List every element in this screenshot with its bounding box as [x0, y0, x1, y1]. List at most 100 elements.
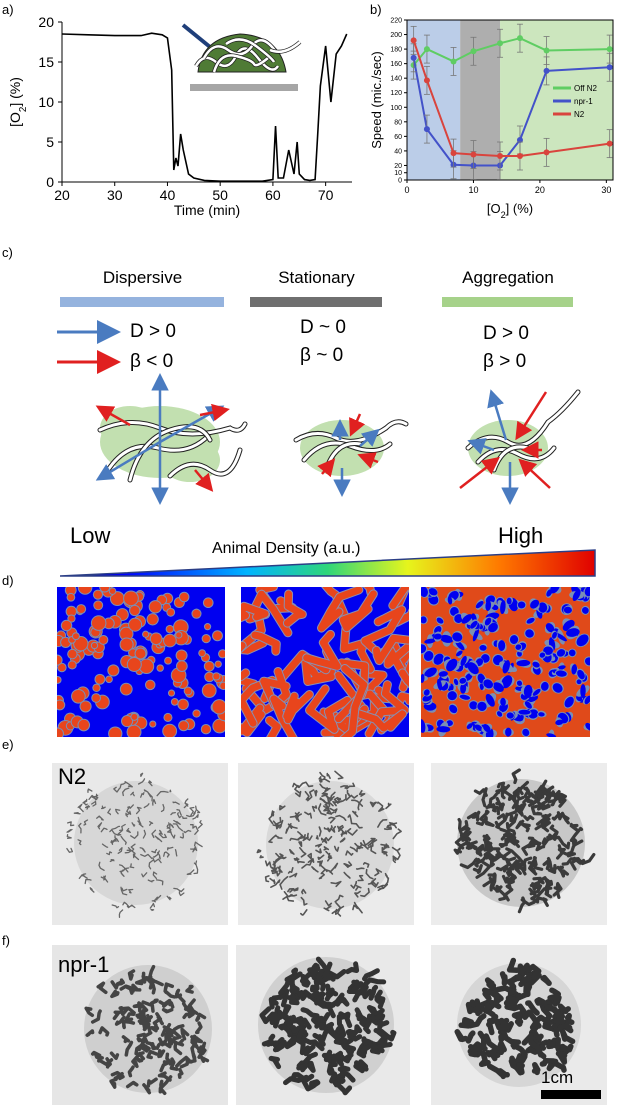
simulation-blob	[67, 593, 75, 601]
worm-track	[150, 1042, 156, 1051]
worm-track	[116, 978, 125, 986]
worm-track	[147, 879, 155, 883]
worm-track	[498, 835, 515, 847]
stationary-illustration	[293, 413, 409, 497]
panel-label-b: b)	[370, 2, 382, 17]
worm-track	[256, 849, 262, 854]
worm-track	[511, 799, 520, 810]
x-axis-title: Time (min)	[174, 202, 240, 218]
worm-track	[362, 977, 387, 987]
worm-track	[114, 1015, 126, 1026]
data-point	[497, 153, 504, 159]
worm-track	[134, 1056, 144, 1063]
worm-track	[522, 1009, 542, 1029]
worm-track	[146, 1049, 159, 1060]
worm-track	[169, 789, 172, 793]
scale-bar-label: 1cm	[541, 1068, 574, 1087]
worm-track	[355, 867, 365, 870]
simulation-blob	[68, 661, 76, 669]
simulation-hole	[501, 675, 513, 689]
scale-bar	[541, 1090, 601, 1099]
worm-track	[194, 1021, 203, 1035]
y-tick-label: 200	[390, 32, 402, 39]
aggregation-beta: β > 0	[483, 351, 527, 372]
x-tick-label: 60	[265, 187, 281, 203]
worm-track	[259, 855, 264, 859]
y-tick-label: 160	[390, 61, 402, 68]
worm-track	[294, 811, 302, 818]
worm-track	[334, 894, 344, 903]
worm-track	[120, 886, 128, 896]
worm-track	[515, 786, 525, 801]
worm-track	[149, 998, 159, 1005]
worm-track	[66, 828, 73, 833]
worm-track	[375, 1029, 387, 1047]
simulation-hole	[555, 632, 567, 642]
simulation-hole	[469, 701, 478, 710]
simulation-hole	[552, 631, 557, 639]
worm-track	[367, 837, 376, 847]
simulation-stripe	[373, 634, 409, 665]
worm-track	[140, 853, 153, 860]
worm-track	[289, 815, 298, 821]
worm-track	[297, 831, 303, 839]
worm-track	[67, 821, 75, 827]
speed-oxygen-chart: 0 10 20 3001020406080100120140160180200220[…	[369, 18, 614, 220]
worm-track	[525, 963, 542, 980]
worm-track	[341, 1042, 357, 1052]
worm-track	[149, 1024, 160, 1033]
worm-track	[185, 984, 194, 994]
npr1-photo-high	[431, 945, 607, 1105]
simulation-blob	[93, 684, 100, 692]
worm-track	[539, 1002, 553, 1022]
worm-track	[157, 1071, 172, 1082]
simulation-blob	[131, 713, 138, 720]
simulation-hole	[459, 694, 471, 700]
plot-frame	[406, 19, 614, 181]
worm-track	[329, 791, 336, 801]
worm-track	[360, 1043, 383, 1053]
simulation-hole	[516, 659, 531, 667]
simulation-blob	[58, 663, 66, 672]
worm-track	[534, 795, 545, 807]
simulation-hole	[422, 694, 433, 702]
simulation-blob	[57, 728, 63, 737]
worm-track	[534, 997, 546, 1006]
worm-track	[304, 790, 310, 801]
worm-track	[268, 1055, 282, 1070]
worm-track	[109, 1051, 120, 1061]
data-point	[606, 140, 613, 147]
worm-track	[377, 1019, 390, 1030]
simulation-blob	[78, 719, 90, 731]
worm-track	[154, 835, 163, 843]
worm-track	[124, 1040, 134, 1057]
worm-track	[345, 961, 360, 975]
worm-track	[277, 1009, 292, 1031]
data-point	[497, 40, 504, 47]
worm-track	[488, 792, 498, 808]
simulation-blob	[95, 674, 105, 684]
simulation-hole	[488, 622, 498, 633]
worm-track	[557, 835, 571, 850]
simulation-blob	[150, 721, 156, 727]
worm-track	[292, 782, 304, 789]
simulation-hole	[566, 628, 580, 637]
worm-track	[125, 812, 131, 818]
aggregation-bar	[442, 297, 573, 307]
worm-track	[125, 1080, 139, 1089]
worm-track	[91, 800, 97, 807]
simulation-hole	[467, 662, 479, 675]
simulation-blob	[61, 620, 72, 631]
worm-track	[541, 803, 551, 811]
behaviour-illustrations	[95, 373, 581, 505]
simulation-hole	[546, 733, 557, 737]
worm-track	[505, 847, 526, 866]
simulation-hole	[424, 638, 436, 644]
simulation-hole	[447, 596, 453, 605]
stationary-bar	[250, 297, 382, 307]
oxygen-time-chart: 20 30 40 50 60 70 0 5 10 15 20 Time (min) [O2] (%)	[7, 14, 352, 218]
worm-track	[179, 832, 185, 839]
worm-track	[193, 841, 203, 848]
simulation-hole	[585, 657, 590, 666]
n2-photo-low	[52, 763, 228, 925]
